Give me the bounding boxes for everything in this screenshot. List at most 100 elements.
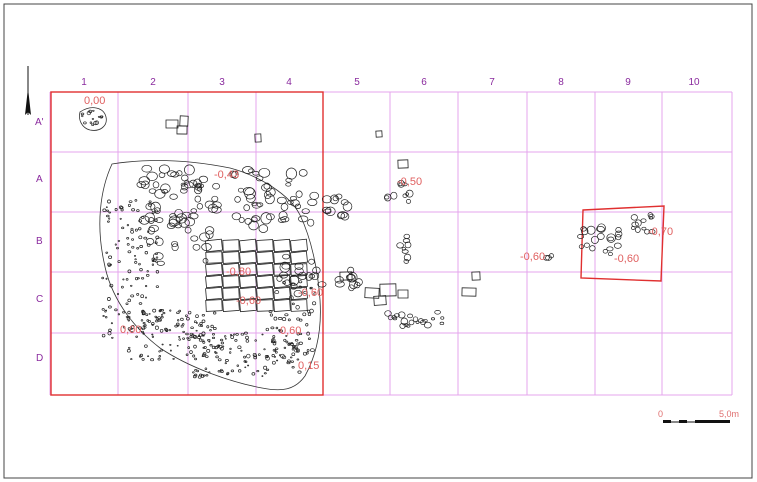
stone <box>390 191 398 200</box>
stone <box>578 244 585 249</box>
column-label: 4 <box>286 77 292 88</box>
column-label: 8 <box>558 77 564 88</box>
stone <box>401 246 406 251</box>
stone <box>147 226 156 235</box>
stone <box>176 322 180 326</box>
stone <box>201 355 204 357</box>
stone <box>340 199 349 206</box>
stone <box>134 261 138 264</box>
stone <box>139 245 144 248</box>
stone <box>405 192 409 196</box>
stone <box>127 298 131 303</box>
stone <box>131 238 135 241</box>
stone <box>346 273 356 283</box>
wall-block <box>205 274 223 289</box>
stone <box>194 182 203 191</box>
stone <box>630 214 638 221</box>
stone <box>131 208 136 212</box>
stone <box>233 333 236 336</box>
stone <box>185 314 188 317</box>
stone <box>244 218 252 225</box>
stone <box>100 115 104 118</box>
stone <box>107 199 111 204</box>
stone <box>130 358 133 361</box>
elevation-label: -0,43 <box>214 169 239 181</box>
stone <box>144 344 148 348</box>
stone <box>138 302 143 305</box>
stone <box>269 313 273 317</box>
stone <box>403 253 412 262</box>
stone <box>200 324 204 327</box>
stone <box>393 313 400 318</box>
stone <box>291 302 295 306</box>
stone <box>146 171 158 181</box>
stone <box>106 209 109 212</box>
stone <box>325 206 336 216</box>
stone <box>158 172 166 178</box>
stone <box>189 332 193 336</box>
stone <box>224 362 227 365</box>
stone <box>285 340 289 344</box>
wall-block <box>273 299 291 312</box>
stone <box>285 334 288 337</box>
mound-outline <box>99 160 321 391</box>
stone <box>297 215 309 223</box>
stone <box>265 368 270 371</box>
stone <box>117 313 121 316</box>
stone <box>384 193 392 202</box>
stone <box>140 180 150 190</box>
stone <box>215 355 219 359</box>
mound-outline <box>79 107 107 131</box>
stone <box>205 373 209 377</box>
stone <box>640 218 647 223</box>
stone <box>182 337 185 340</box>
stone <box>248 168 255 174</box>
stone <box>212 327 217 330</box>
stone <box>201 319 206 323</box>
stone <box>161 343 164 346</box>
stone <box>238 216 245 224</box>
stone <box>169 309 172 312</box>
stone <box>412 316 419 322</box>
stone <box>169 193 178 200</box>
stone <box>353 281 361 289</box>
stone <box>131 325 135 329</box>
stone <box>193 185 203 195</box>
wall-block <box>239 298 257 313</box>
trench-outline <box>50 91 324 396</box>
stone <box>240 349 243 352</box>
stone <box>342 201 353 212</box>
stone <box>210 324 214 329</box>
stone <box>211 206 222 214</box>
stone <box>192 371 195 374</box>
stone <box>195 321 198 324</box>
stone <box>277 217 287 223</box>
stone <box>206 349 211 353</box>
stone <box>644 228 650 235</box>
stone <box>147 355 150 358</box>
stone <box>105 206 108 209</box>
stone <box>244 360 248 364</box>
stone <box>307 312 312 317</box>
stone <box>648 229 656 235</box>
stone <box>153 252 164 261</box>
stone <box>187 346 191 349</box>
stone <box>176 324 180 327</box>
stone <box>169 349 172 352</box>
wall-block <box>273 238 291 253</box>
stone <box>138 262 141 266</box>
wall-block <box>239 263 257 276</box>
stone <box>278 329 283 333</box>
stone <box>148 203 152 207</box>
stone <box>340 212 350 221</box>
stone <box>150 358 155 362</box>
stone <box>212 333 215 336</box>
stone <box>136 181 147 188</box>
row-label: C <box>36 294 43 305</box>
stone <box>101 333 106 338</box>
scale-bar: 0 5,0m <box>658 409 739 423</box>
stone <box>400 317 408 326</box>
stone <box>242 166 254 174</box>
stone <box>384 310 392 317</box>
